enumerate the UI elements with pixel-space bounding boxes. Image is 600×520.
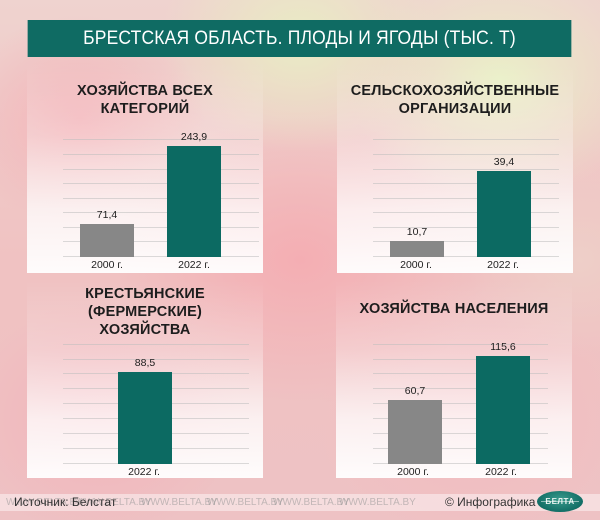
watermark-text: WWW.BELTA.BY [6, 497, 83, 508]
panel-title: СЕЛЬСКОХОЗЯЙСТВЕННЫЕ ОРГАНИЗАЦИИ [350, 83, 560, 117]
logo-text: БЕЛТА [545, 497, 575, 506]
bar-2022: 88,5 [118, 357, 172, 464]
footer-strip [0, 494, 600, 511]
bar-value: 243,9 [180, 131, 208, 143]
bar-value: 88,5 [134, 357, 156, 369]
panel-title: КРЕСТЬЯНСКИЕ (ФЕРМЕРСКИЕ) ХОЗЯЙСТВА [85, 286, 205, 338]
belta-logo-icon: БЕЛТА [537, 491, 583, 512]
plot-area: 10,7 39,4 [373, 139, 559, 257]
plot-area: 60,7 115,6 [373, 341, 548, 464]
bar-value: 60,7 [404, 385, 426, 397]
chart-panel-agricultural-organizations: СЕЛЬСКОХОЗЯЙСТВЕННЫЕ ОРГАНИЗАЦИИ 10,7 39… [337, 62, 573, 273]
plot-area: 88,5 [63, 344, 249, 464]
watermark-text: WWW.BELTA.BY [273, 497, 350, 508]
x-axis-label: 2022 г. [178, 259, 210, 271]
watermark-text: WWW.BELTA.BY [339, 497, 416, 508]
bar-value: 71,4 [96, 209, 118, 221]
infographic-credit: © Инфографика [445, 495, 536, 509]
chart-panel-household-plots: ХОЗЯЙСТВА НАСЕЛЕНИЯ 60,7 115,6 2000 г. 2… [336, 280, 572, 478]
plot-area: 71,4 243,9 [63, 131, 259, 257]
infographic-title: БРЕСТСКАЯ ОБЛАСТЬ. ПЛОДЫ И ЯГОДЫ (ТЫС. Т… [27, 20, 572, 57]
chart-panel-farm-households: КРЕСТЬЯНСКИЕ (ФЕРМЕРСКИЕ) ХОЗЯЙСТВА 88,5… [27, 280, 263, 478]
bar-value: 39,4 [493, 156, 515, 168]
bar-value: 115,6 [490, 341, 516, 353]
x-axis-label: 2000 г. [400, 259, 432, 271]
bar-2022: 243,9 [167, 131, 221, 257]
watermark-text: WWW.BELTA.BY [75, 497, 152, 508]
watermark-text: WWW.BELTA.BY [141, 497, 218, 508]
panel-title: ХОЗЯЙСТВА НАСЕЛЕНИЯ [359, 301, 549, 317]
bar-2000: 10,7 [390, 226, 444, 257]
x-axis-label: 2022 г. [487, 259, 519, 271]
chart-panel-all-categories: ХОЗЯЙСТВА ВСЕХ КАТЕГОРИЙ 71,4 243,9 2000… [27, 62, 263, 273]
bar-2000: 71,4 [80, 209, 134, 257]
bar-2000: 60,7 [388, 385, 442, 464]
x-axis-label: 2022 г. [128, 466, 160, 478]
bar-2022: 115,6 [476, 341, 530, 464]
bar-2022: 39,4 [477, 156, 531, 257]
x-axis-label: 2000 г. [91, 259, 123, 271]
source-note: Источник: Белстат [14, 495, 117, 509]
bar-value: 10,7 [406, 226, 428, 238]
watermark-text: WWW.BELTA.BY [207, 497, 284, 508]
x-axis-label: 2000 г. [397, 466, 429, 478]
x-axis-label: 2022 г. [485, 466, 517, 478]
panel-title: ХОЗЯЙСТВА ВСЕХ КАТЕГОРИЙ [77, 83, 213, 117]
